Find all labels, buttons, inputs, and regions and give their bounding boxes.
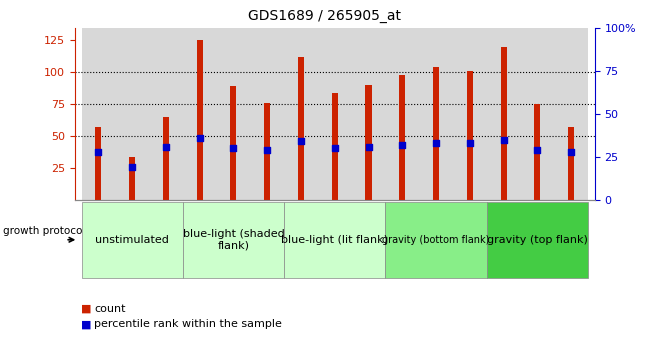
Text: growth protocol: growth protocol xyxy=(3,226,86,236)
Bar xyxy=(365,85,372,200)
Bar xyxy=(433,67,439,200)
Bar xyxy=(500,47,506,200)
Point xyxy=(532,147,543,153)
Bar xyxy=(230,86,237,200)
Bar xyxy=(467,71,473,200)
Text: gravity (top flank): gravity (top flank) xyxy=(487,235,588,245)
Point xyxy=(431,140,441,146)
Point xyxy=(228,146,239,151)
Text: blue-light (lit flank): blue-light (lit flank) xyxy=(281,235,388,245)
Bar xyxy=(521,28,554,200)
Bar xyxy=(554,28,588,200)
Bar xyxy=(250,28,284,200)
Bar xyxy=(419,28,453,200)
Bar xyxy=(149,28,183,200)
Point xyxy=(296,139,306,144)
Point xyxy=(363,144,374,149)
Point xyxy=(465,140,475,146)
Bar xyxy=(264,103,270,200)
Point xyxy=(330,146,340,151)
Bar xyxy=(298,57,304,200)
Bar xyxy=(352,28,385,200)
Bar xyxy=(284,28,318,200)
Text: ■: ■ xyxy=(81,304,92,314)
Point xyxy=(161,144,171,149)
Point xyxy=(93,149,103,155)
Text: gravity (bottom flank): gravity (bottom flank) xyxy=(382,235,489,245)
Bar xyxy=(183,28,216,200)
Bar xyxy=(129,157,135,200)
Bar xyxy=(216,28,250,200)
Bar xyxy=(385,28,419,200)
Bar xyxy=(81,28,115,200)
Point xyxy=(397,142,408,148)
Bar xyxy=(163,117,169,200)
Text: count: count xyxy=(94,304,125,314)
Point xyxy=(499,137,509,142)
Point xyxy=(566,149,577,155)
Text: blue-light (shaded
flank): blue-light (shaded flank) xyxy=(183,229,284,250)
Bar xyxy=(568,127,574,200)
Bar xyxy=(115,28,149,200)
Bar xyxy=(318,28,352,200)
Bar xyxy=(534,104,540,200)
Bar xyxy=(197,40,203,200)
Point xyxy=(194,135,205,141)
Text: GDS1689 / 265905_at: GDS1689 / 265905_at xyxy=(248,9,402,23)
Point xyxy=(262,147,272,153)
Point xyxy=(127,165,137,170)
Bar xyxy=(96,127,101,200)
Bar xyxy=(332,93,338,200)
Bar xyxy=(399,75,406,200)
Text: ■: ■ xyxy=(81,319,92,329)
Bar xyxy=(453,28,487,200)
Bar xyxy=(487,28,521,200)
Text: percentile rank within the sample: percentile rank within the sample xyxy=(94,319,282,329)
Text: unstimulated: unstimulated xyxy=(95,235,169,245)
